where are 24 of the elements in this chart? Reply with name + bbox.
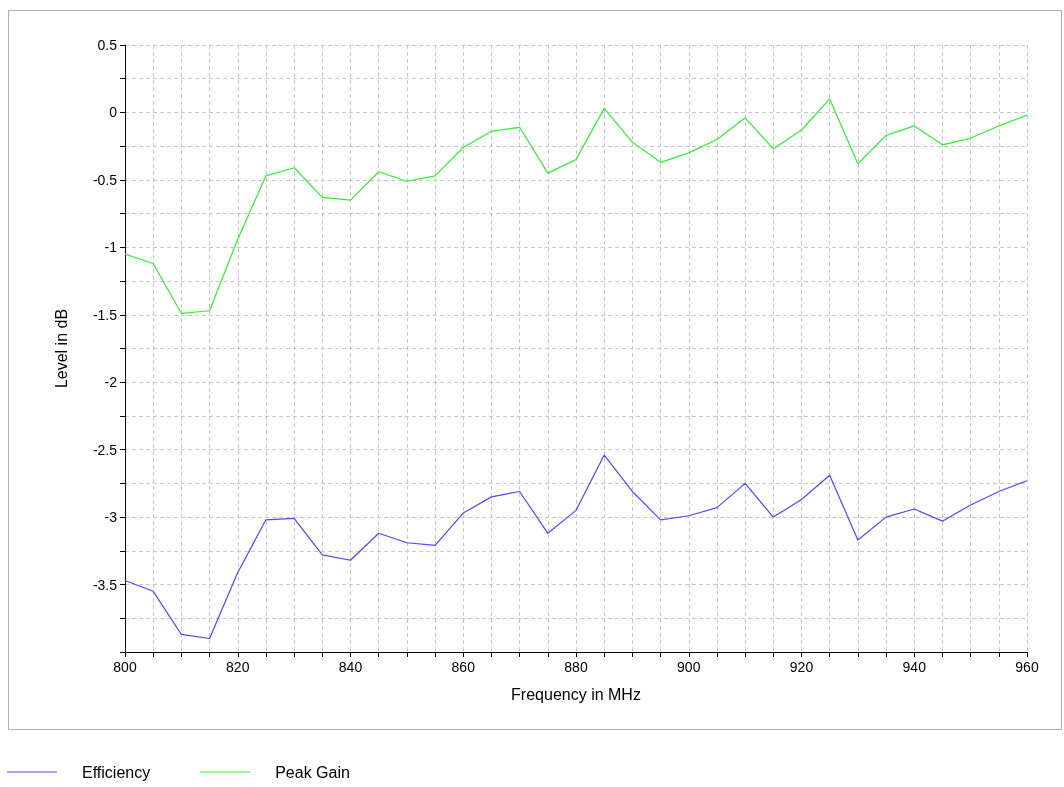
y-tick-label: -0.5	[92, 171, 118, 188]
x-tick-label: 940	[902, 659, 927, 675]
y-tick-label: 0	[109, 104, 118, 121]
x-tick-label: 900	[677, 659, 701, 675]
x-tick-label: 960	[1015, 659, 1039, 675]
legend-label: Peak Gain	[275, 763, 350, 781]
y-tick-label: -1	[104, 239, 118, 256]
y-tick-label: -2.5	[92, 441, 118, 458]
y-axis-title: Level in dB	[52, 308, 70, 389]
legend-label: Efficiency	[82, 763, 151, 781]
x-tick-label: 880	[564, 659, 588, 675]
line-series	[124, 98, 1028, 315]
y-tick-label: -2	[104, 374, 118, 391]
y-tick-label: -3.5	[92, 576, 118, 593]
x-tick-label: 840	[338, 659, 363, 675]
line-series	[124, 454, 1028, 640]
x-tick-label: 920	[789, 659, 814, 675]
x-tick-label: 820	[226, 659, 250, 675]
y-tick-label: -3	[104, 509, 118, 526]
y-tick-label: -1.5	[92, 306, 118, 323]
x-tick-label: 800	[113, 659, 137, 675]
x-axis-title: Frequency in MHz	[511, 685, 641, 703]
x-tick-label: 860	[451, 659, 476, 675]
y-tick-label: 0.5	[97, 37, 118, 53]
